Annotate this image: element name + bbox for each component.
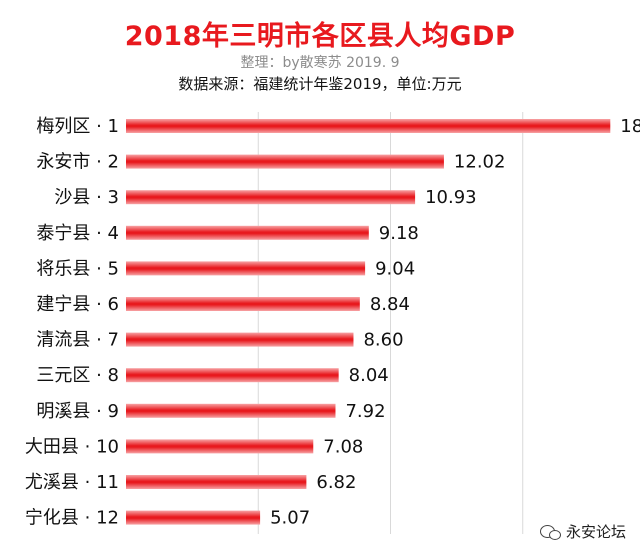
category-label-5: 将乐县 · 5 (36, 258, 119, 279)
bar-8 (126, 368, 339, 383)
category-label-7: 清流县 · 7 (36, 330, 119, 351)
bar-9 (126, 403, 336, 418)
bar-1 (126, 119, 611, 133)
value-label-8: 8.04 (349, 365, 389, 386)
category-label-4: 泰宁县 · 4 (36, 223, 119, 244)
chart-title: 2018年三明市各区县人均GDP (124, 21, 516, 52)
value-label-4: 9.18 (379, 223, 419, 244)
bar-10 (126, 439, 314, 454)
value-label-3: 10.93 (425, 187, 477, 208)
bar-2 (126, 154, 444, 169)
value-label-1: 18.31 (620, 116, 640, 137)
bar-12 (126, 510, 261, 525)
bar-6 (126, 297, 360, 311)
category-label-8: 三元区 · 8 (36, 365, 119, 386)
value-label-10: 7.08 (323, 436, 363, 457)
value-label-7: 8.60 (363, 330, 403, 351)
bar-3 (126, 190, 416, 205)
category-label-9: 明溪县 · 9 (36, 401, 119, 422)
watermark: 永安论坛 (539, 521, 626, 542)
value-label-12: 5.07 (270, 508, 310, 529)
value-label-2: 12.02 (454, 152, 506, 173)
value-label-5: 9.04 (375, 258, 415, 279)
category-label-2: 永安市 · 2 (36, 152, 119, 173)
value-label-11: 6.82 (316, 472, 356, 493)
bar-7 (126, 332, 354, 347)
data-source-note: 数据来源：福建统计年鉴2019，单位:万元 (178, 75, 462, 93)
value-label-6: 8.84 (370, 294, 410, 315)
category-label-11: 尤溪县 · 11 (25, 472, 119, 493)
watermark-text: 永安论坛 (565, 523, 626, 541)
category-label-1: 梅列区 · 1 (36, 116, 119, 137)
category-label-12: 宁化县 · 12 (25, 508, 119, 529)
category-label-3: 沙县 · 3 (54, 187, 119, 208)
bar-5 (126, 261, 366, 276)
bar-4 (126, 225, 369, 240)
category-label-10: 大田县 · 10 (25, 436, 119, 457)
value-label-9: 7.92 (345, 401, 385, 422)
wechat-icon (539, 524, 562, 540)
category-label-6: 建宁县 · 6 (36, 294, 119, 315)
bar-11 (126, 475, 307, 489)
chart-subtitle: 整理：by散寒苏 2019. 9 (240, 55, 400, 71)
